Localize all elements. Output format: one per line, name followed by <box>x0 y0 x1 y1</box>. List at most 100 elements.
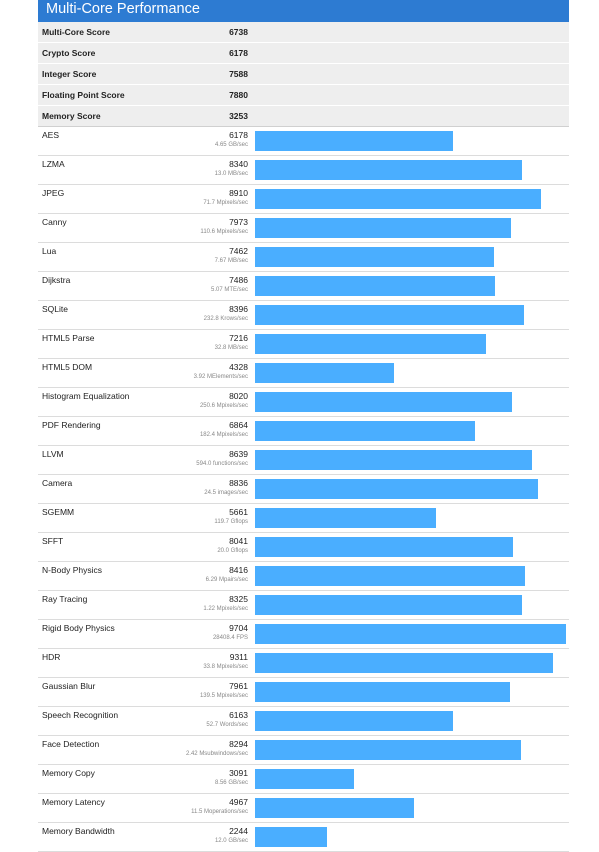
benchmark-rate: 6.29 Mpairs/sec <box>205 577 248 583</box>
benchmark-bar <box>255 769 354 789</box>
benchmark-bar-track <box>255 653 566 673</box>
benchmark-score: 8639 <box>229 449 248 459</box>
benchmark-rate: 2.42 Msubwindows/sec <box>185 751 248 757</box>
benchmark-row: LLVM 8639 594.0 functions/sec <box>38 446 569 475</box>
benchmark-bar <box>255 653 553 673</box>
benchmark-bar <box>255 392 512 412</box>
summary-value: 3253 <box>229 111 248 121</box>
benchmark-name: Dijkstra <box>42 275 71 285</box>
benchmark-score: 7961 <box>229 681 248 691</box>
benchmark-score: 8020 <box>229 391 248 401</box>
benchmark-bar-track <box>255 392 566 412</box>
summary-label: Floating Point Score <box>42 90 125 100</box>
benchmark-bar-track <box>255 160 566 180</box>
summary-label: Memory Score <box>42 111 101 121</box>
benchmark-row: Memory Bandwidth 2244 12.0 GB/sec <box>38 823 569 852</box>
benchmark-bar <box>255 740 521 760</box>
benchmark-bar <box>255 218 511 238</box>
benchmark-name: PDF Rendering <box>42 420 101 430</box>
benchmark-name: Memory Latency <box>42 797 105 807</box>
benchmark-score: 7462 <box>229 246 248 256</box>
benchmark-bar <box>255 566 525 586</box>
benchmark-bar <box>255 305 524 325</box>
benchmark-bar <box>255 276 495 296</box>
benchmark-row: HDR 9311 33.8 Mpixels/sec <box>38 649 569 678</box>
benchmark-bar-track <box>255 334 566 354</box>
summary-value: 7880 <box>229 90 248 100</box>
benchmark-bar <box>255 450 532 470</box>
benchmark-bar-track <box>255 566 566 586</box>
benchmark-score: 8396 <box>229 304 248 314</box>
benchmark-row: Lua 7462 7.67 MB/sec <box>38 243 569 272</box>
benchmark-name: SQLite <box>42 304 68 314</box>
benchmark-name: SGEMM <box>42 507 75 517</box>
benchmark-row: Canny 7973 110.6 Mpixels/sec <box>38 214 569 243</box>
summary-row: Multi-Core Score 6738 <box>38 22 569 43</box>
benchmark-score: 4328 <box>229 362 248 372</box>
benchmark-row: Dijkstra 7486 5.07 MTE/sec <box>38 272 569 301</box>
benchmark-rate: 7.67 MB/sec <box>214 258 248 264</box>
benchmark-row: SQLite 8396 232.8 Krows/sec <box>38 301 569 330</box>
benchmark-name: Gaussian Blur <box>42 681 96 691</box>
benchmark-bar <box>255 247 494 267</box>
benchmark-row: N-Body Physics 8416 6.29 Mpairs/sec <box>38 562 569 591</box>
benchmark-score: 8340 <box>229 159 248 169</box>
benchmark-bar <box>255 624 566 644</box>
benchmark-score: 8910 <box>229 188 248 198</box>
benchmark-bar <box>255 363 394 383</box>
benchmark-score: 3091 <box>229 768 248 778</box>
summary-row: Memory Score 3253 <box>38 106 569 126</box>
benchmark-list: AES 6178 4.65 GB/sec LZMA 8340 13.0 MB/sec JPE… <box>38 127 569 852</box>
benchmark-row: LZMA 8340 13.0 MB/sec <box>38 156 569 185</box>
benchmark-name: Rigid Body Physics <box>42 623 115 633</box>
benchmark-score: 6864 <box>229 420 248 430</box>
benchmark-score: 7216 <box>229 333 248 343</box>
benchmark-bar <box>255 827 327 847</box>
benchmark-name: Memory Bandwidth <box>42 826 115 836</box>
benchmark-score: 5661 <box>229 507 248 517</box>
benchmark-bar-track <box>255 827 566 847</box>
summary-value: 7588 <box>229 69 248 79</box>
benchmark-row: HTML5 DOM 4328 3.92 MElements/sec <box>38 359 569 388</box>
benchmark-bar-track <box>255 479 566 499</box>
benchmark-score: 6178 <box>229 130 248 140</box>
benchmark-bar-track <box>255 624 566 644</box>
benchmark-rate: 32.8 MB/sec <box>214 345 248 351</box>
benchmark-bar <box>255 711 453 731</box>
benchmark-name: LZMA <box>42 159 65 169</box>
benchmark-name: Face Detection <box>42 739 100 749</box>
benchmark-name: SFFT <box>42 536 64 546</box>
benchmark-rate: 139.5 Mpixels/sec <box>199 693 248 699</box>
benchmark-row: Ray Tracing 8325 1.22 Mpixels/sec <box>38 591 569 620</box>
benchmark-bar-track <box>255 218 566 238</box>
benchmark-bar-track <box>255 740 566 760</box>
benchmark-row: Histogram Equalization 8020 250.6 Mpixels/… <box>38 388 569 417</box>
benchmark-name: HTML5 Parse <box>42 333 95 343</box>
benchmark-row: HTML5 Parse 7216 32.8 MB/sec <box>38 330 569 359</box>
benchmark-name: Canny <box>42 217 67 227</box>
benchmark-row: Face Detection 8294 2.42 Msubwindows/sec <box>38 736 569 765</box>
benchmark-bar-track <box>255 508 566 528</box>
benchmark-name: Memory Copy <box>42 768 95 778</box>
benchmark-score: 9704 <box>229 623 248 633</box>
benchmark-name: HTML5 DOM <box>42 362 93 372</box>
benchmark-score: 9311 <box>229 652 248 662</box>
benchmark-bar-track <box>255 537 566 557</box>
benchmark-name: Ray Tracing <box>42 594 88 604</box>
benchmark-rate: 71.7 Mpixels/sec <box>203 200 248 206</box>
benchmark-score: 7486 <box>229 275 248 285</box>
benchmark-name: Histogram Equalization <box>42 391 130 401</box>
summary-value: 6178 <box>229 48 248 58</box>
benchmark-row: Camera 8836 24.5 images/sec <box>38 475 569 504</box>
benchmark-bar-track <box>255 305 566 325</box>
benchmark-row: AES 6178 4.65 GB/sec <box>38 127 569 156</box>
benchmark-bar <box>255 160 522 180</box>
benchmark-score: 8325 <box>229 594 248 604</box>
benchmark-bar-track <box>255 595 566 615</box>
benchmark-bar-track <box>255 421 566 441</box>
benchmark-rate: 182.4 Mpixels/sec <box>199 432 248 438</box>
benchmark-rate: 119.7 Gflops <box>214 519 248 525</box>
benchmark-rate: 5.07 MTE/sec <box>210 287 248 293</box>
benchmark-rate: 24.5 images/sec <box>204 490 248 496</box>
benchmark-rate: 110.6 Mpixels/sec <box>200 229 248 235</box>
